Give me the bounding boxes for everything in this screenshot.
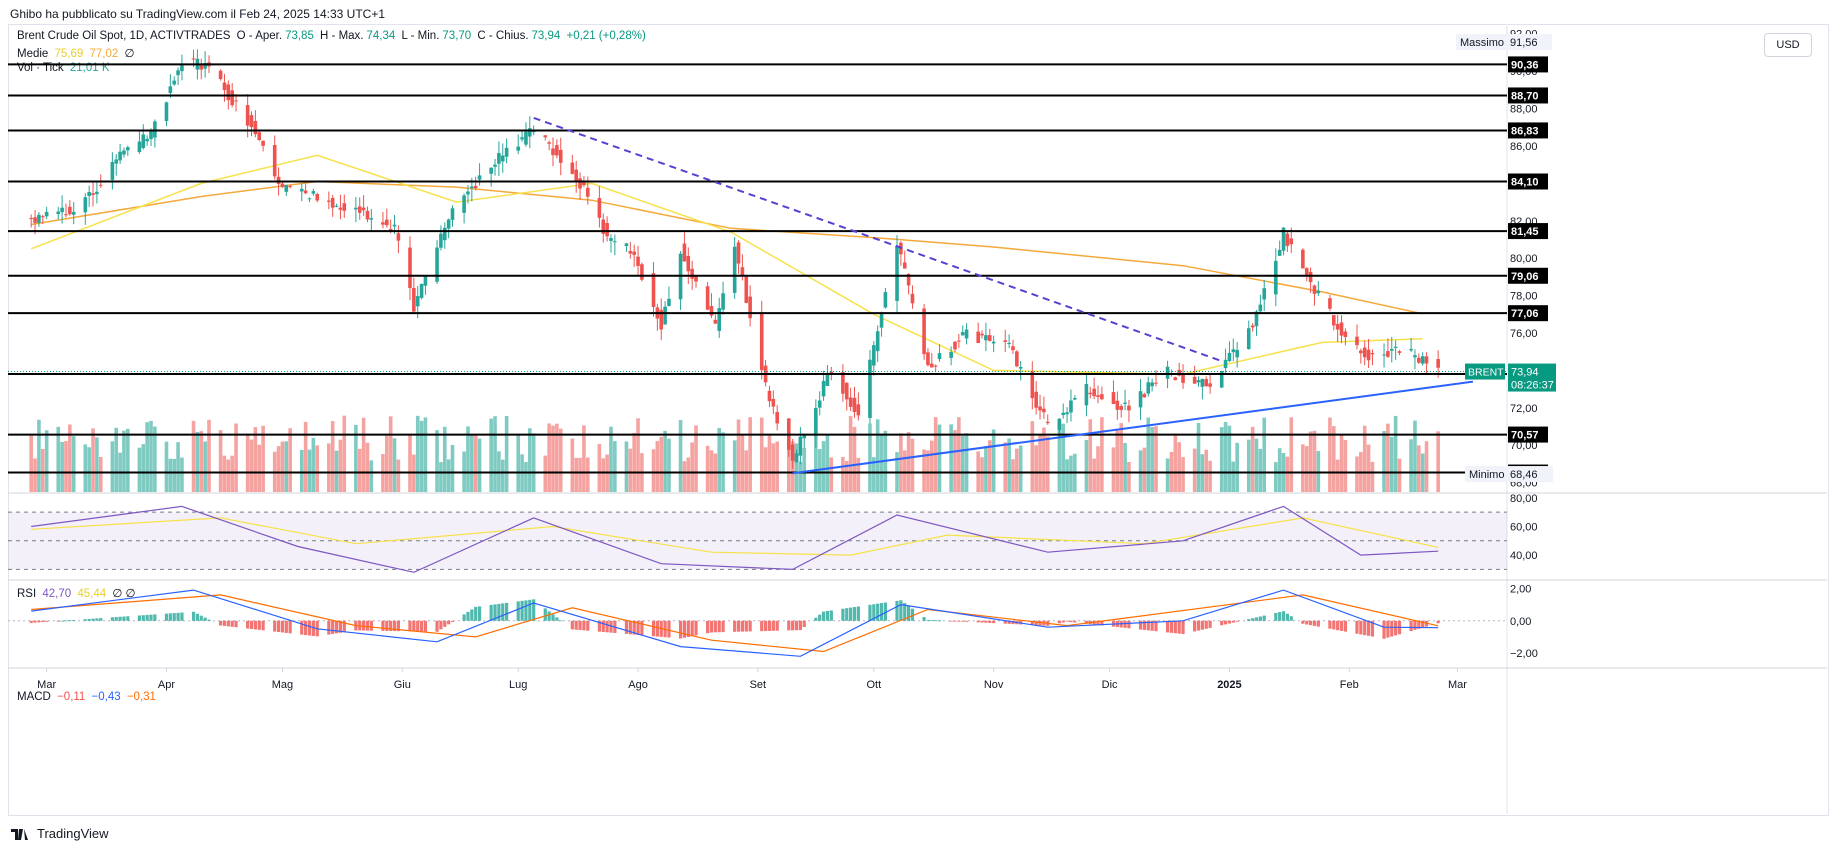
low-label: L - Min. [401,30,440,42]
open-value: 73,85 [285,30,314,42]
published-info: Ghibo ha pubblicato su TradingView.com i… [10,7,386,21]
macd-legend: MACD −0,11 −0,43 −0,31 [17,691,159,703]
volume-label: Vol · Tick [17,62,64,74]
volume-legend: Vol · Tick 21,01 K [17,62,113,74]
symbol-title: Brent Crude Oil Spot, 1D, ACTIVTRADES [17,30,231,42]
change-value: +0,21 (+0,28%) [566,30,646,42]
chart-frame [8,24,1829,816]
volume-value: 21,01 K [69,62,110,74]
tradingview-logo-icon [11,828,28,840]
macd-line-value: −0,43 [91,691,121,703]
symbol-legend: Brent Crude Oil Spot, 1D, ACTIVTRADES O … [17,30,649,42]
ma-slow-value: 77,02 [89,48,119,60]
macd-hist-value: −0,11 [57,691,86,703]
close-value: 73,94 [531,30,561,42]
high-value: 74,34 [366,30,396,42]
ma-label: Medie [17,48,49,60]
footer-brand-label: TradingView [37,826,109,841]
open-label: O - Aper. [236,30,283,42]
rsi-value: 42,70 [42,588,72,600]
ma-legend: Medie 75,69 77,02 ∅ [17,46,138,60]
footer-brand: TradingView [10,826,109,841]
rsi-ma-value: 45,44 [77,588,107,600]
ma-fast-value: 75,69 [54,48,84,60]
close-label: C - Chius. [477,30,529,42]
macd-signal-value: −0,31 [126,691,156,703]
rsi-legend: RSI 42,70 45,44 ∅ ∅ [17,586,139,600]
currency-button[interactable]: USD [1764,33,1812,57]
low-value: 73,70 [442,30,472,42]
high-label: H - Max. [320,30,364,42]
ma-extra: ∅ [124,48,135,60]
macd-label: MACD [17,691,51,703]
rsi-label: RSI [17,588,37,600]
rsi-extra: ∅ ∅ [112,588,136,600]
